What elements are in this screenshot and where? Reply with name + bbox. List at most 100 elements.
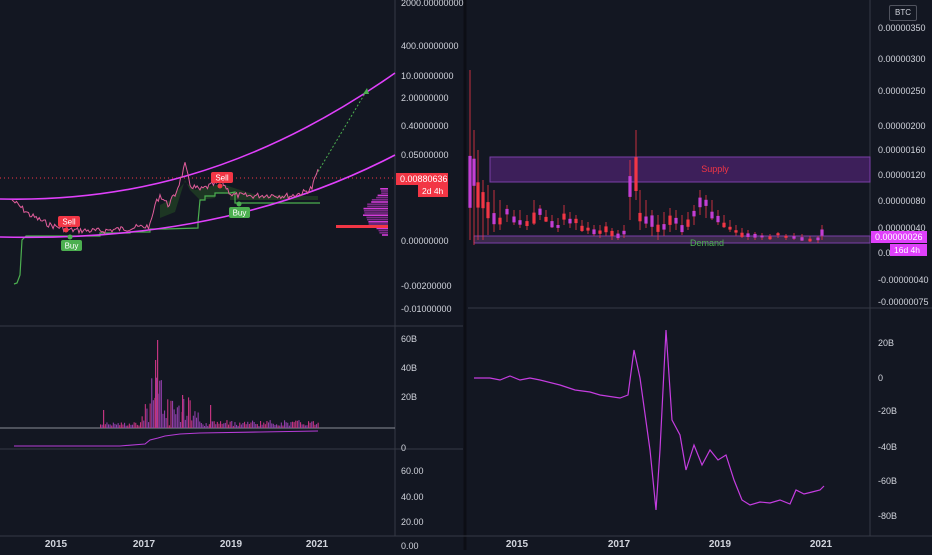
right-main-pane[interactable]: Supply Demand (468, 70, 871, 248)
left-price-badge-timer: 2d 4h (422, 186, 444, 196)
right-ind-axis-label-5: -80B (878, 511, 897, 521)
volume-bar (100, 424, 102, 428)
candle-body (698, 197, 702, 208)
volume-bar (167, 399, 169, 428)
left-axis-label-3: 2.00000000 (401, 93, 449, 103)
volume-bar (101, 424, 103, 428)
volume-bar (317, 422, 319, 428)
buy-signal-2[interactable]: Buy (229, 201, 250, 219)
candle-body (746, 233, 750, 237)
candle-body (592, 229, 596, 235)
left-indicator-pane[interactable]: 60.00 40.00 20.00 0.00 (401, 466, 424, 551)
volume-bar (311, 421, 313, 428)
indicator-axis-label-2: 20.00 (401, 517, 424, 527)
volume-bar (208, 424, 210, 428)
candle-body (740, 232, 744, 237)
candle-body (716, 215, 720, 223)
volume-bar (194, 411, 196, 428)
volume-bar (199, 421, 201, 428)
volume-bar (223, 423, 225, 428)
right-axis-label-0: 0.00000350 (878, 23, 926, 33)
right-price-badge: 0.00000026 16d 4h (871, 231, 927, 256)
volume-bar (290, 422, 292, 428)
candle-body (668, 215, 672, 225)
volume-profile-bar (363, 207, 388, 210)
sell-signal-2[interactable]: Sell (211, 172, 233, 189)
volume-bar (127, 425, 129, 428)
volume-profile-bar (367, 203, 388, 205)
left-axis-label-7: -0.00200000 (401, 281, 452, 291)
left-axis-label-8: -0.01000000 (401, 304, 452, 314)
volume-bar (200, 423, 202, 428)
volume-bar (255, 424, 257, 428)
volume-bar (135, 422, 137, 428)
volume-profile-bar (363, 210, 388, 212)
candle-body (492, 213, 496, 225)
volume-bar (148, 422, 150, 428)
left-price-axis[interactable]: 2000.00000000 400.00000000 10.00000000 2… (396, 0, 464, 314)
volume-bar (168, 425, 170, 428)
volume-bar (266, 421, 268, 428)
candle-body (486, 202, 490, 219)
volume-bar (180, 422, 182, 428)
left-price-series (11, 162, 319, 235)
volume-bar (288, 425, 290, 428)
candle-body (532, 212, 536, 224)
candle-body (586, 227, 590, 231)
volume-profile-bar (379, 232, 388, 234)
right-price-axis[interactable]: 0.00000350 0.00000300 0.00000250 0.00000… (871, 23, 929, 307)
buy-signal-2-label: Buy (233, 209, 247, 218)
volume-bar (314, 424, 316, 428)
volume-bar (128, 423, 130, 428)
currency-badge[interactable]: BTC (889, 5, 917, 21)
volume-bar (229, 421, 231, 428)
volume-bar (269, 420, 271, 428)
volume-bar (160, 380, 162, 428)
volume-bar (176, 407, 178, 428)
volume-profile-poc (336, 225, 388, 228)
volume-profile-bar (376, 196, 388, 199)
volume-bar (276, 424, 278, 428)
left-main-pane[interactable]: Sell Buy Sell Buy (0, 72, 396, 285)
volume-bar (156, 377, 158, 428)
left-volume-pane[interactable]: 60B 40B 20B 0 (0, 334, 417, 453)
volume-bar (117, 423, 119, 428)
left-time-axis[interactable]: 2015 2017 2019 2021 (45, 539, 329, 550)
volume-bar (256, 424, 258, 428)
candle-body (710, 211, 714, 219)
right-indicator-pane[interactable]: 20B 0 -20B -40B -60B -80B (474, 329, 897, 521)
volume-bar (216, 421, 218, 428)
volume-bar (293, 422, 295, 428)
left-time-label-3: 2021 (306, 539, 329, 550)
left-price-badge: 0.00880636 2d 4h (396, 173, 448, 197)
sell-signal-1[interactable]: Sell (58, 216, 80, 233)
projection-arrow (363, 88, 369, 94)
candle-body (616, 233, 620, 239)
right-time-axis[interactable]: 2015 2017 2019 2021 (506, 539, 833, 550)
left-time-label-2: 2019 (220, 539, 243, 550)
volume-bar (173, 409, 175, 428)
candle-body (518, 220, 522, 225)
volume-bar (146, 408, 148, 428)
volume-profile-bar (380, 188, 388, 190)
volume-bar (242, 423, 244, 428)
volume-bar (306, 425, 308, 428)
volume-bar (165, 418, 167, 428)
right-time-label-0: 2015 (506, 539, 529, 550)
candle-body (628, 176, 632, 197)
volume-bar (215, 424, 217, 428)
buy-signal-1[interactable]: Buy (61, 234, 82, 252)
volume-bar (218, 423, 220, 428)
volume-bar (116, 424, 118, 428)
volume-bar (274, 425, 276, 428)
volume-profile-bar (367, 218, 388, 221)
right-axis-label-7: 0.00000040 (878, 223, 926, 233)
left-axis-label-1: 400.00000000 (401, 41, 459, 51)
volume-bar (130, 424, 132, 428)
candle-body (598, 230, 602, 234)
volume-bar (300, 422, 302, 428)
candle-body (512, 216, 516, 223)
right-axis-label-6: 0.00000080 (878, 196, 926, 206)
right-axis-label-1: 0.00000300 (878, 54, 926, 64)
candle-body (604, 226, 608, 233)
